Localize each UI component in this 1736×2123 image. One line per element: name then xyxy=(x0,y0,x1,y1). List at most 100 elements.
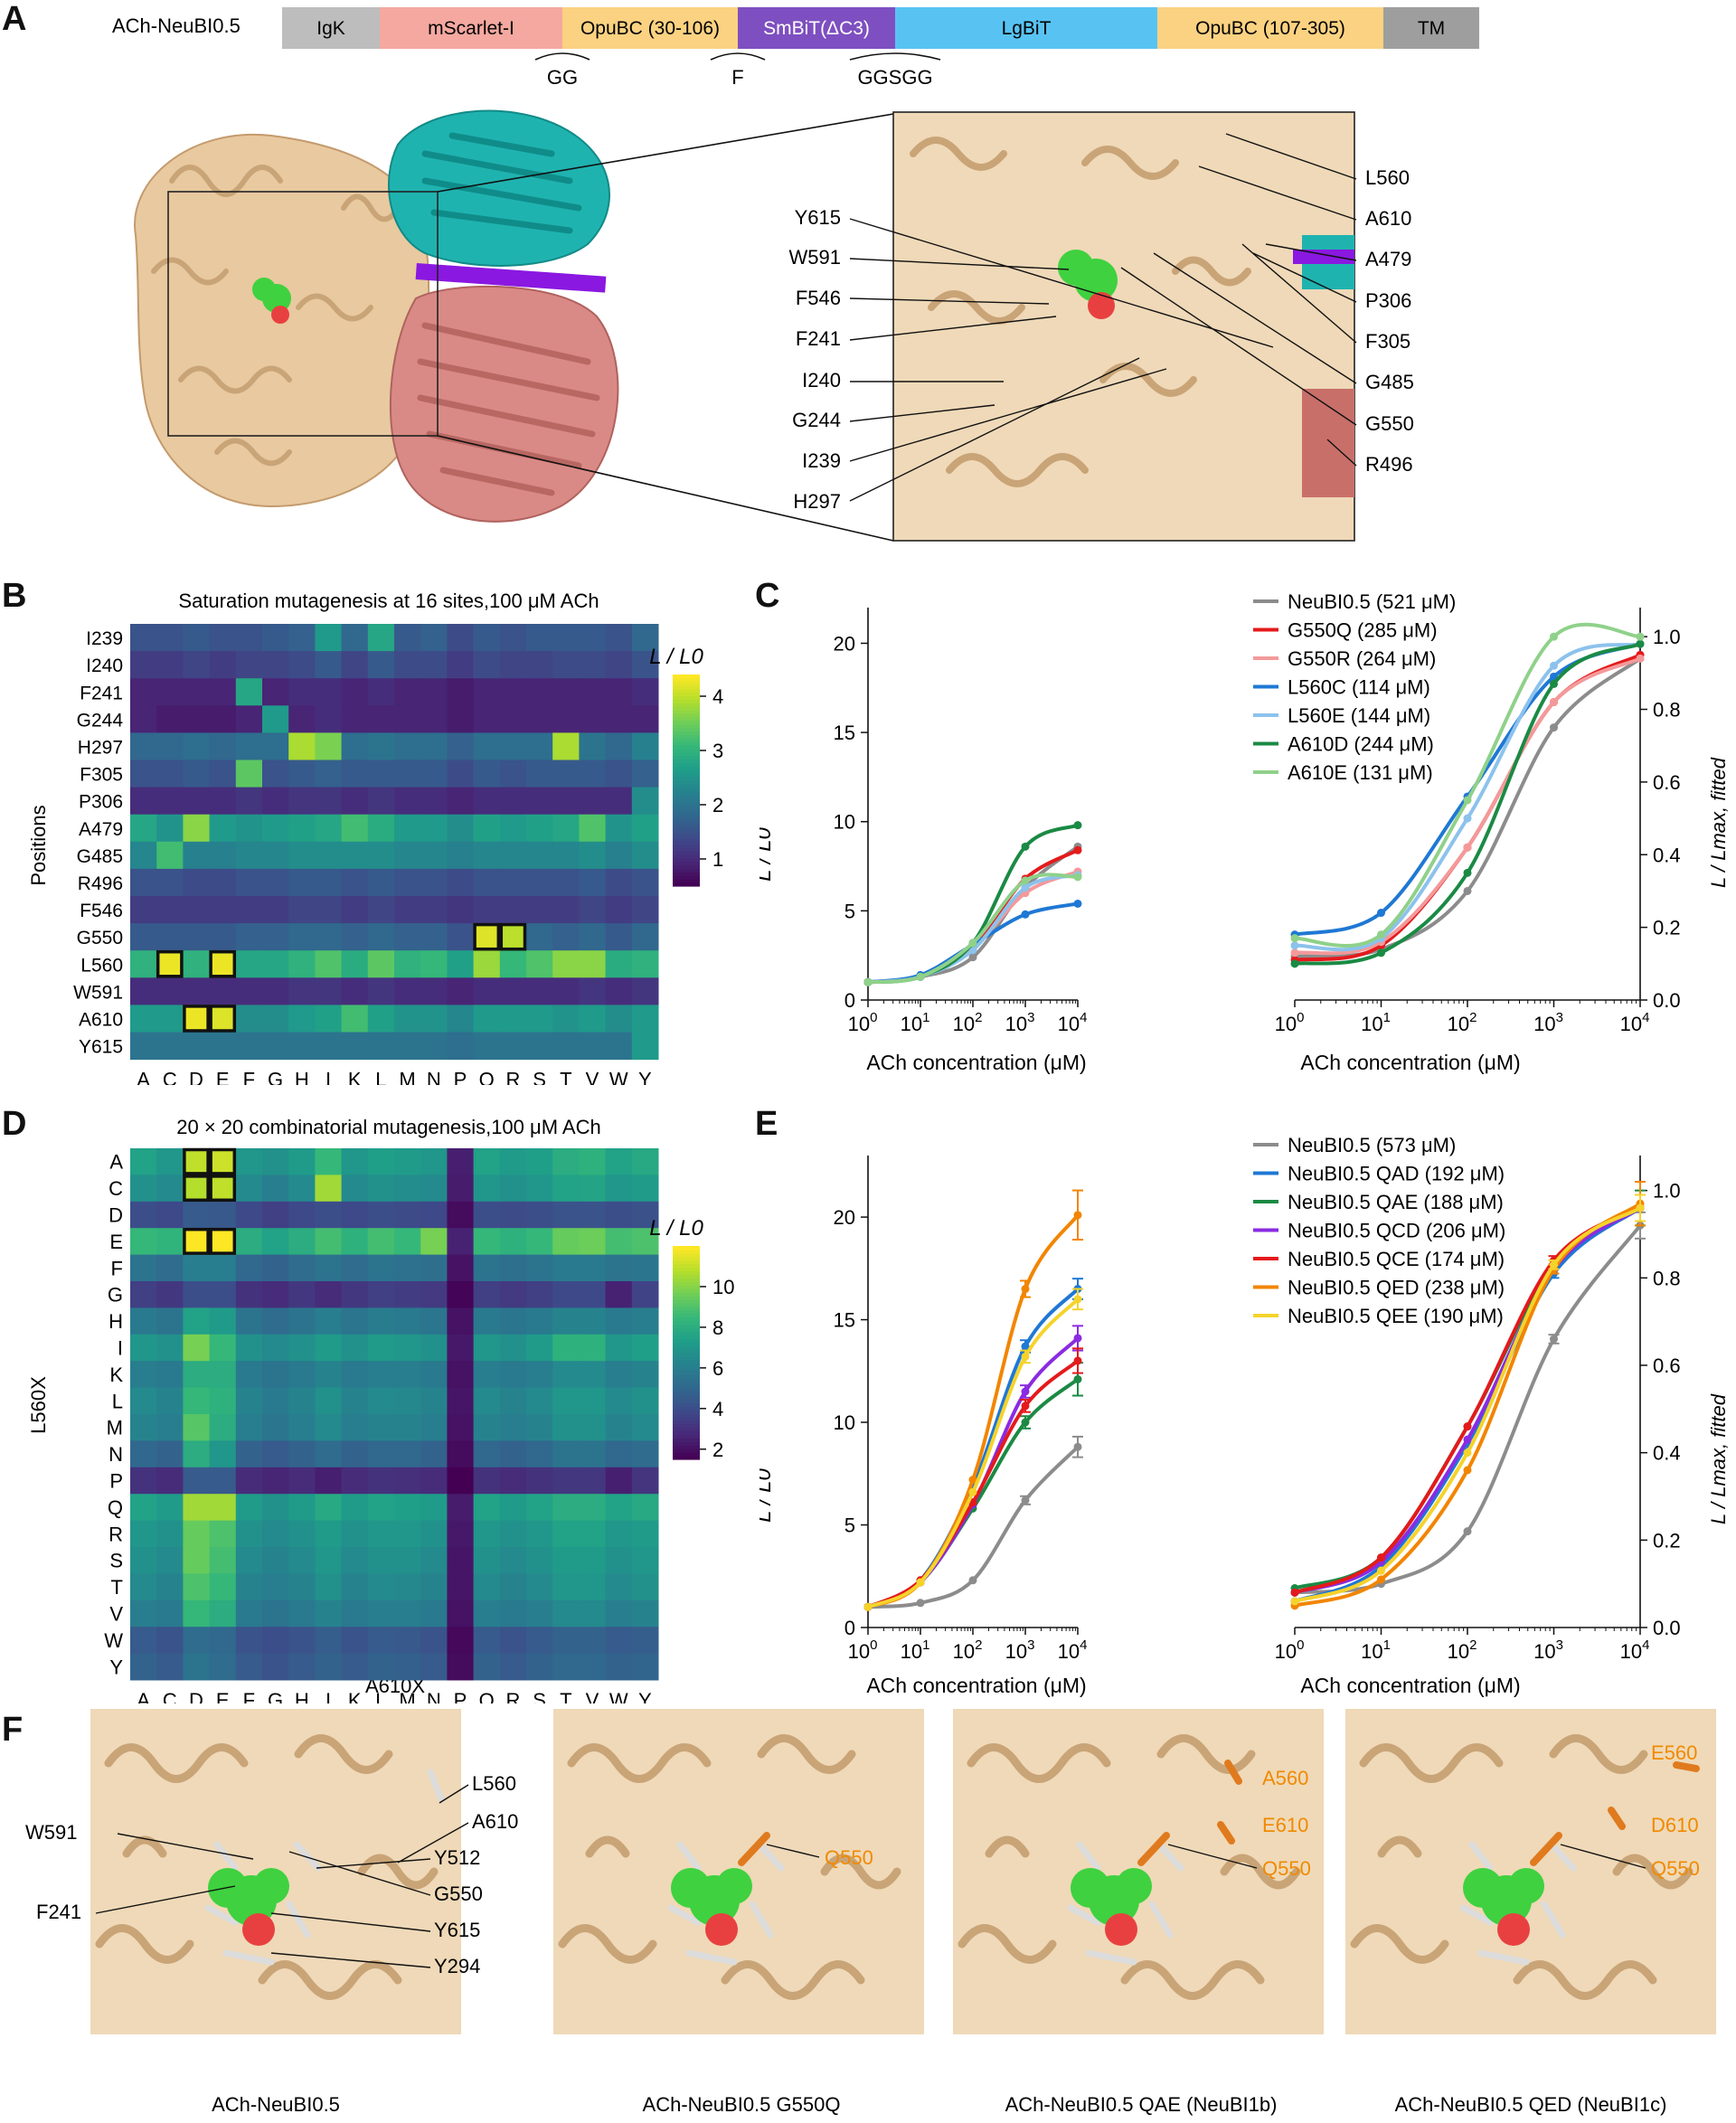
heatmap-cell xyxy=(209,1201,237,1229)
heatmap-cell xyxy=(235,1494,263,1522)
heatmap-cell xyxy=(420,1032,448,1061)
heatmap-cell xyxy=(315,1547,343,1574)
row-label: F546 xyxy=(80,901,123,921)
heatmap-cell xyxy=(315,1307,343,1335)
data-point xyxy=(1636,654,1645,663)
column-label: T xyxy=(560,1689,571,1703)
heatmap-cell xyxy=(499,1440,527,1468)
heatmap-cell xyxy=(552,651,580,679)
colorbar-step xyxy=(673,710,700,714)
heatmap-cell xyxy=(420,1627,448,1655)
heatmap-cell xyxy=(209,1228,237,1256)
heatmap-cell xyxy=(579,1653,607,1681)
structure-3: A560 E610 Q550 ACh-NeuBI0.5 QAE (NeuBI1b… xyxy=(953,1709,1324,2116)
colorbar-step xyxy=(673,875,700,880)
data-point xyxy=(1550,661,1558,670)
row-label: G xyxy=(108,1284,123,1307)
heatmap-cell xyxy=(156,923,184,951)
heatmap-cell xyxy=(209,1032,237,1061)
heatmap-cell xyxy=(526,787,553,816)
panel-e-ylabel-right: L / Lmax, fitted xyxy=(1707,1393,1730,1524)
heatmap-cell xyxy=(156,1520,184,1548)
heatmap-cell xyxy=(447,1599,475,1628)
column-label: S xyxy=(533,1069,546,1085)
heatmap-cell xyxy=(130,705,157,733)
heatmap-cell xyxy=(473,1467,501,1495)
heatmap-cell xyxy=(499,651,527,679)
panel-e-xlabel-right: ACh concentration (μM) xyxy=(1300,1674,1520,1697)
heatmap-cell xyxy=(130,1334,157,1362)
data-point xyxy=(1550,1335,1558,1344)
x-tick-label: 101 xyxy=(901,1637,930,1663)
heatmap-cell xyxy=(473,1414,501,1441)
heatmap-cell xyxy=(579,1494,607,1522)
row-label: Y615 xyxy=(79,1037,123,1058)
heatmap-cell xyxy=(394,1228,421,1256)
heatmap-cell xyxy=(473,841,501,870)
y-tick-label: 15 xyxy=(834,1309,855,1332)
colorbar-step xyxy=(673,677,700,683)
linker-brackets xyxy=(534,52,941,61)
heatmap-cell xyxy=(130,1032,157,1061)
column-label: E xyxy=(216,1069,230,1085)
data-point xyxy=(1021,1342,1030,1351)
heatmap-cell xyxy=(552,923,580,951)
heatmap-cell xyxy=(447,1005,475,1033)
legend-entry: NeuBI0.5 QCD (206 μM) xyxy=(1288,1220,1505,1242)
column-label: V xyxy=(586,1069,599,1085)
highlight-box xyxy=(473,922,501,951)
panel-d-colorbar: 2 4 6 8 10 xyxy=(673,1246,734,1461)
data-point xyxy=(1377,909,1385,918)
heatmap-cell xyxy=(130,1254,157,1282)
heatmap-cell xyxy=(341,841,369,870)
heatmap-cell xyxy=(262,1414,289,1441)
heatmap-cell xyxy=(341,705,369,733)
x-tick-label: 102 xyxy=(953,1637,983,1663)
heatmap-cell xyxy=(130,1201,157,1229)
heatmap-cell xyxy=(552,1627,580,1655)
heatmap-cell xyxy=(579,732,607,760)
x-tick-label: 102 xyxy=(953,1010,983,1035)
data-point xyxy=(1636,632,1645,641)
heatmap-cell xyxy=(526,923,553,951)
heatmap-cell xyxy=(420,814,448,843)
heatmap-cell xyxy=(262,1599,289,1628)
highlight-box xyxy=(183,1005,210,1033)
heatmap-cell xyxy=(526,1228,553,1256)
heatmap-cell xyxy=(341,624,369,652)
heatmap-cell xyxy=(552,760,580,788)
heatmap-cell xyxy=(183,732,211,760)
heatmap-cell xyxy=(262,678,289,706)
heatmap-cell xyxy=(183,950,211,978)
heatmap-cell xyxy=(315,678,343,706)
heatmap-cell xyxy=(341,1653,369,1681)
heatmap-cell xyxy=(156,1467,184,1495)
heatmap-cell xyxy=(526,1361,553,1389)
heatmap-cell xyxy=(631,1599,659,1628)
panel-c-xlabel-left: ACh concentration (μM) xyxy=(866,1051,1086,1074)
heatmap-cell xyxy=(552,814,580,843)
heatmap-cell xyxy=(526,868,553,897)
heatmap-cell xyxy=(209,896,237,924)
heatmap-cell xyxy=(579,1032,607,1061)
heatmap-cell xyxy=(183,1387,211,1415)
colorbar-step xyxy=(673,1260,700,1265)
heatmap-cell xyxy=(183,1175,211,1203)
heatmap-cell xyxy=(183,1573,211,1601)
label-r496: R496 xyxy=(1365,453,1413,476)
panel-d-cells xyxy=(130,1147,659,1681)
colorbar-step xyxy=(673,1256,700,1261)
heatmap-cell xyxy=(183,1281,211,1308)
heatmap-cell xyxy=(526,1414,553,1441)
heatmap-cell xyxy=(447,1307,475,1335)
heatmap-cell xyxy=(499,1414,527,1441)
heatmap-cell xyxy=(631,787,659,816)
f-caption-3: ACh-NeuBI0.5 QAE (NeuBI1b) xyxy=(1005,2093,1278,2116)
x-tick-label: 103 xyxy=(1005,1010,1035,1035)
f1-label-f241: F241 xyxy=(36,1901,81,1923)
heatmap-cell xyxy=(315,732,343,760)
heatmap-cell xyxy=(209,1334,237,1362)
heatmap-cell xyxy=(447,1361,475,1389)
